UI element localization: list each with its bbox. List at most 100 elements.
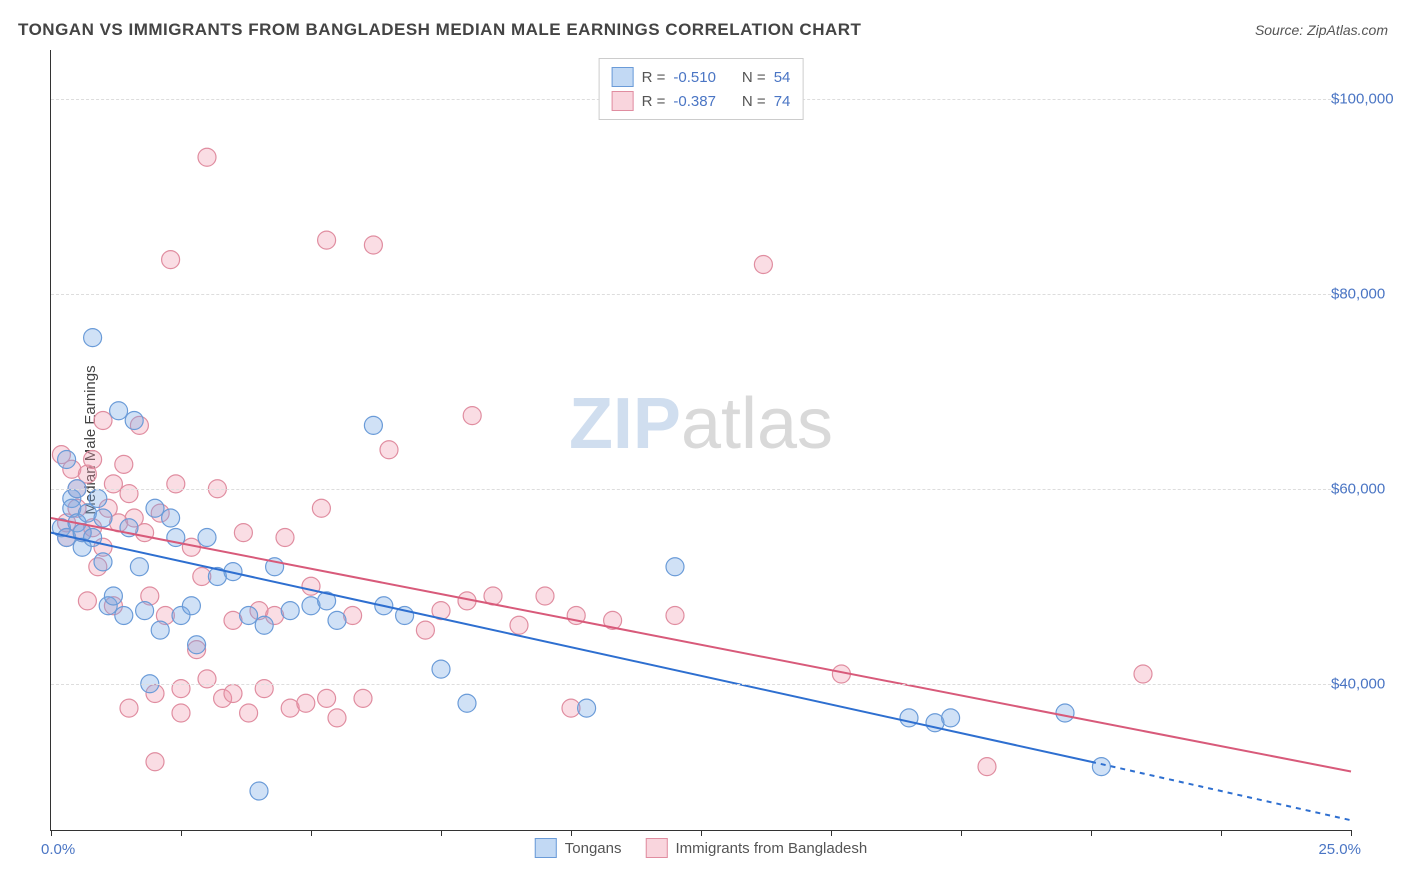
data-point <box>978 758 996 776</box>
y-tick-label: $100,000 <box>1331 90 1406 107</box>
x-axis-min-label: 0.0% <box>41 841 75 858</box>
data-point <box>250 782 268 800</box>
gridline <box>51 294 1351 295</box>
data-point <box>318 689 336 707</box>
data-point <box>354 689 372 707</box>
data-point <box>318 231 336 249</box>
x-tick <box>961 830 962 836</box>
data-point <box>167 475 185 493</box>
data-point <box>162 509 180 527</box>
x-tick <box>571 830 572 836</box>
x-tick <box>701 830 702 836</box>
data-point <box>463 407 481 425</box>
trend-line <box>51 518 1351 772</box>
legend-label-tongans: Tongans <box>565 840 622 857</box>
data-point <box>162 251 180 269</box>
data-point <box>104 587 122 605</box>
data-point <box>58 451 76 469</box>
data-point <box>328 611 346 629</box>
data-point <box>84 329 102 347</box>
data-point <box>89 490 107 508</box>
data-point <box>115 607 133 625</box>
data-point <box>146 499 164 517</box>
data-point <box>94 553 112 571</box>
data-point <box>198 670 216 688</box>
r-value-bangladesh: -0.387 <box>673 93 716 110</box>
data-point <box>94 509 112 527</box>
gridline <box>51 684 1351 685</box>
data-point <box>198 148 216 166</box>
data-point <box>754 256 772 274</box>
data-point <box>234 524 252 542</box>
data-point <box>84 451 102 469</box>
data-point <box>312 499 330 517</box>
data-point <box>458 694 476 712</box>
n-value-tongans: 54 <box>774 69 791 86</box>
x-tick <box>441 830 442 836</box>
r-label: R = <box>642 69 666 86</box>
data-point <box>942 709 960 727</box>
data-point <box>281 602 299 620</box>
x-tick <box>51 830 52 836</box>
data-point <box>297 694 315 712</box>
x-tick <box>1351 830 1352 836</box>
y-tick-label: $40,000 <box>1331 675 1406 692</box>
data-point <box>578 699 596 717</box>
r-value-tongans: -0.510 <box>673 69 716 86</box>
data-point <box>172 680 190 698</box>
swatch-blue-icon <box>535 838 557 858</box>
data-point <box>276 529 294 547</box>
gridline <box>51 489 1351 490</box>
data-point <box>78 592 96 610</box>
y-tick-label: $60,000 <box>1331 480 1406 497</box>
data-point <box>240 607 258 625</box>
data-point <box>188 636 206 654</box>
n-label: N = <box>742 69 766 86</box>
chart-header: TONGAN VS IMMIGRANTS FROM BANGLADESH MED… <box>18 20 1388 40</box>
chart-plot-area: Median Male Earnings ZIPatlas R = -0.510… <box>50 50 1351 831</box>
data-point <box>120 485 138 503</box>
r-label: R = <box>642 93 666 110</box>
data-point <box>666 558 684 576</box>
data-point <box>182 597 200 615</box>
legend-row-tongans: R = -0.510 N = 54 <box>612 65 791 89</box>
data-point <box>172 704 190 722</box>
data-point <box>364 416 382 434</box>
data-point <box>364 236 382 254</box>
legend-row-bangladesh: R = -0.387 N = 74 <box>612 89 791 113</box>
data-point <box>380 441 398 459</box>
y-tick-label: $80,000 <box>1331 285 1406 302</box>
source-attribution: Source: ZipAtlas.com <box>1255 22 1388 38</box>
swatch-pink-icon <box>612 91 634 111</box>
data-point <box>94 412 112 430</box>
data-point <box>130 558 148 576</box>
data-point <box>666 607 684 625</box>
x-tick <box>181 830 182 836</box>
n-value-bangladesh: 74 <box>774 93 791 110</box>
data-point <box>900 709 918 727</box>
data-point <box>416 621 434 639</box>
data-point <box>1092 758 1110 776</box>
data-point <box>536 587 554 605</box>
data-point <box>146 753 164 771</box>
data-point <box>120 699 138 717</box>
correlation-legend: R = -0.510 N = 54 R = -0.387 N = 74 <box>599 58 804 120</box>
data-point <box>255 680 273 698</box>
legend-item-tongans: Tongans <box>535 838 622 858</box>
data-point <box>151 621 169 639</box>
trend-line-extension <box>1091 762 1351 821</box>
data-point <box>255 616 273 634</box>
data-point <box>432 660 450 678</box>
data-point <box>302 577 320 595</box>
data-point <box>110 402 128 420</box>
data-point <box>115 455 133 473</box>
data-point <box>125 412 143 430</box>
series-legend: Tongans Immigrants from Bangladesh <box>535 838 867 858</box>
data-point <box>240 704 258 722</box>
data-point <box>104 475 122 493</box>
data-point <box>510 616 528 634</box>
trend-line <box>51 533 1091 762</box>
swatch-blue-icon <box>612 67 634 87</box>
chart-title: TONGAN VS IMMIGRANTS FROM BANGLADESH MED… <box>18 20 861 40</box>
n-label: N = <box>742 93 766 110</box>
